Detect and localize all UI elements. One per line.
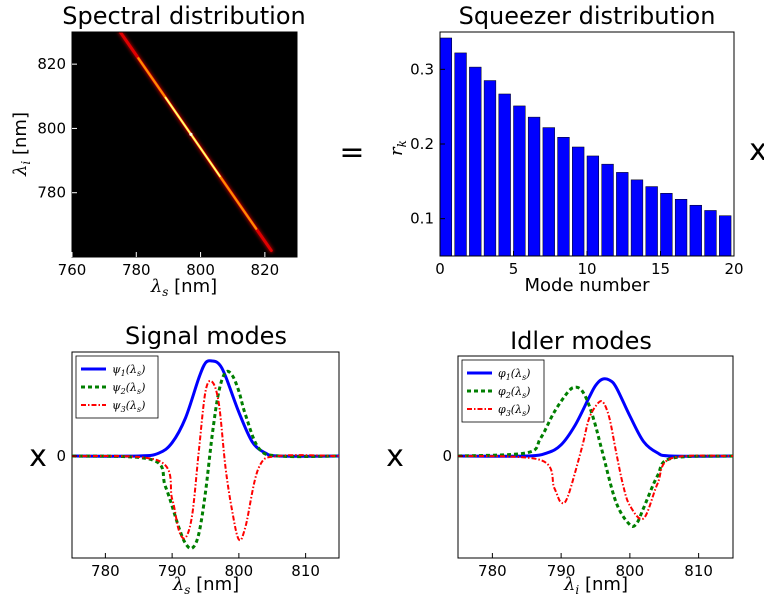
idler-title: Idler modes xyxy=(510,327,652,355)
signal-legend-label-3: ψ3(λs) xyxy=(112,399,145,414)
squeezer-bar xyxy=(513,105,526,257)
squeezer-ticks: 0 5 10 15 20 0.1 0.2 0.3 xyxy=(410,60,743,278)
spectral-xtick-label: 780 xyxy=(122,261,151,279)
signal-xtick-label: 800 xyxy=(225,562,254,580)
times-sign-top: x xyxy=(749,133,764,168)
squeezer-bar xyxy=(704,210,717,257)
squeezer-xtick-label: 5 xyxy=(509,260,519,278)
squeezer-bar xyxy=(572,146,585,257)
squeezer-bar xyxy=(660,193,673,257)
idler-series-line-2 xyxy=(457,385,734,529)
squeezer-xtick-label: 10 xyxy=(577,260,596,278)
times-sign-signal: x xyxy=(29,439,47,474)
idler-series-line-1 xyxy=(457,377,734,458)
spectral-xtick-label: 800 xyxy=(186,261,215,279)
idler-xtick-label: 810 xyxy=(684,562,713,580)
spectral-ticks: 760 780 800 820 780 800 820 xyxy=(37,55,279,279)
squeezer-bar xyxy=(689,204,702,257)
squeezer-bar xyxy=(439,37,453,257)
idler-legend: φ1(λs) φ2(λs) φ3(λs) xyxy=(461,359,545,423)
idler-legend-label-2: φ2(λs) xyxy=(498,385,530,400)
idler-legend-label-3: φ3(λs) xyxy=(498,403,530,418)
idler-xtick-label: 790 xyxy=(547,562,576,580)
idler-series-line-3 xyxy=(457,400,734,521)
squeezer-bar xyxy=(454,52,467,257)
squeezer-ytick-label: 0.3 xyxy=(410,60,434,78)
squeezer-bars xyxy=(439,37,732,257)
idler-xtick-label: 780 xyxy=(478,562,507,580)
spectral-ytick-label: 800 xyxy=(37,119,66,137)
squeezer-xtick-label: 0 xyxy=(435,260,445,278)
signal-legend-label-2: ψ2(λs) xyxy=(112,381,145,396)
ridge-peak xyxy=(164,96,221,178)
squeezer-bar xyxy=(527,116,541,257)
squeezer-bar xyxy=(719,215,732,257)
squeezer-title: Squeezer distribution xyxy=(459,2,716,30)
signal-legend-label-1: ψ1(λs) xyxy=(112,363,145,378)
spectral-xtick-label: 820 xyxy=(251,261,280,279)
squeezer-xtick-label: 20 xyxy=(724,260,743,278)
signal-series-line-2 xyxy=(71,369,340,551)
signal-series-line-3 xyxy=(71,379,340,542)
signal-title: Signal modes xyxy=(125,322,287,350)
squeezer-bar xyxy=(557,137,570,257)
signal-xtick-label: 780 xyxy=(91,562,120,580)
squeezer-bar xyxy=(498,93,511,257)
equals-sign: = xyxy=(339,135,364,170)
squeezer-ytick-label: 0.2 xyxy=(410,135,434,153)
idler-xtick-label: 800 xyxy=(616,562,645,580)
squeezer-bar xyxy=(542,127,555,257)
spectral-plot-area xyxy=(72,32,297,257)
squeezer-bar xyxy=(469,66,482,257)
idler-lines xyxy=(457,377,734,529)
signal-lines xyxy=(71,359,340,551)
idler-xlabel: λi [nm] xyxy=(563,574,628,597)
spectral-ytick-label: 780 xyxy=(37,184,66,202)
idler-ticks: 780 790 800 810 0 xyxy=(442,447,712,580)
squeezer-xlabel: Mode number xyxy=(524,275,650,296)
idler-panel: Idler modes 780 790 800 810 0 φ1(λs) φ2(λs) φ3… xyxy=(442,327,734,597)
signal-series-line-1 xyxy=(71,359,340,458)
squeezer-bar xyxy=(586,155,600,257)
signal-ytick-label: 0 xyxy=(56,447,66,465)
spectral-ylabel: λi [nm] xyxy=(10,112,33,177)
squeezer-bar xyxy=(601,163,614,257)
spectral-title: Spectral distribution xyxy=(62,2,305,30)
ridge-peak-point xyxy=(189,132,193,136)
spectral-ridge-group xyxy=(117,32,274,254)
signal-legend: ψ1(λs) ψ2(λs) ψ3(λs) xyxy=(75,355,159,419)
squeezer-bar xyxy=(630,179,644,257)
spectral-xlabel: λs [nm] xyxy=(150,276,217,299)
squeezer-bar xyxy=(645,186,658,257)
squeezer-bar xyxy=(483,80,497,257)
spectral-panel: Spectral distribution 760 780 800 820 780 800… xyxy=(10,2,306,299)
signal-xtick-label: 790 xyxy=(158,562,187,580)
times-sign-idler: x xyxy=(386,439,404,474)
spectral-frame xyxy=(71,31,298,258)
squeezer-panel: Squeezer distribution 0 5 10 15 200.10.20.3 … xyxy=(386,2,744,296)
idler-legend-label-1: φ1(λs) xyxy=(498,367,530,382)
squeezer-bar xyxy=(674,199,688,257)
signal-xtick-label: 810 xyxy=(291,562,320,580)
signal-xlabel: λs [nm] xyxy=(172,574,239,597)
squeezer-ytick-label: 0.1 xyxy=(410,210,434,228)
spectral-xtick-label: 760 xyxy=(58,261,87,279)
squeezer-xtick-label: 15 xyxy=(651,260,670,278)
idler-ytick-label: 0 xyxy=(442,447,452,465)
signal-ticks: 780 790 800 810 0 xyxy=(56,447,319,580)
squeezer-bar xyxy=(616,172,629,257)
spectral-ytick-label: 820 xyxy=(37,55,66,73)
squeezer-ylabel: rk xyxy=(386,140,409,156)
